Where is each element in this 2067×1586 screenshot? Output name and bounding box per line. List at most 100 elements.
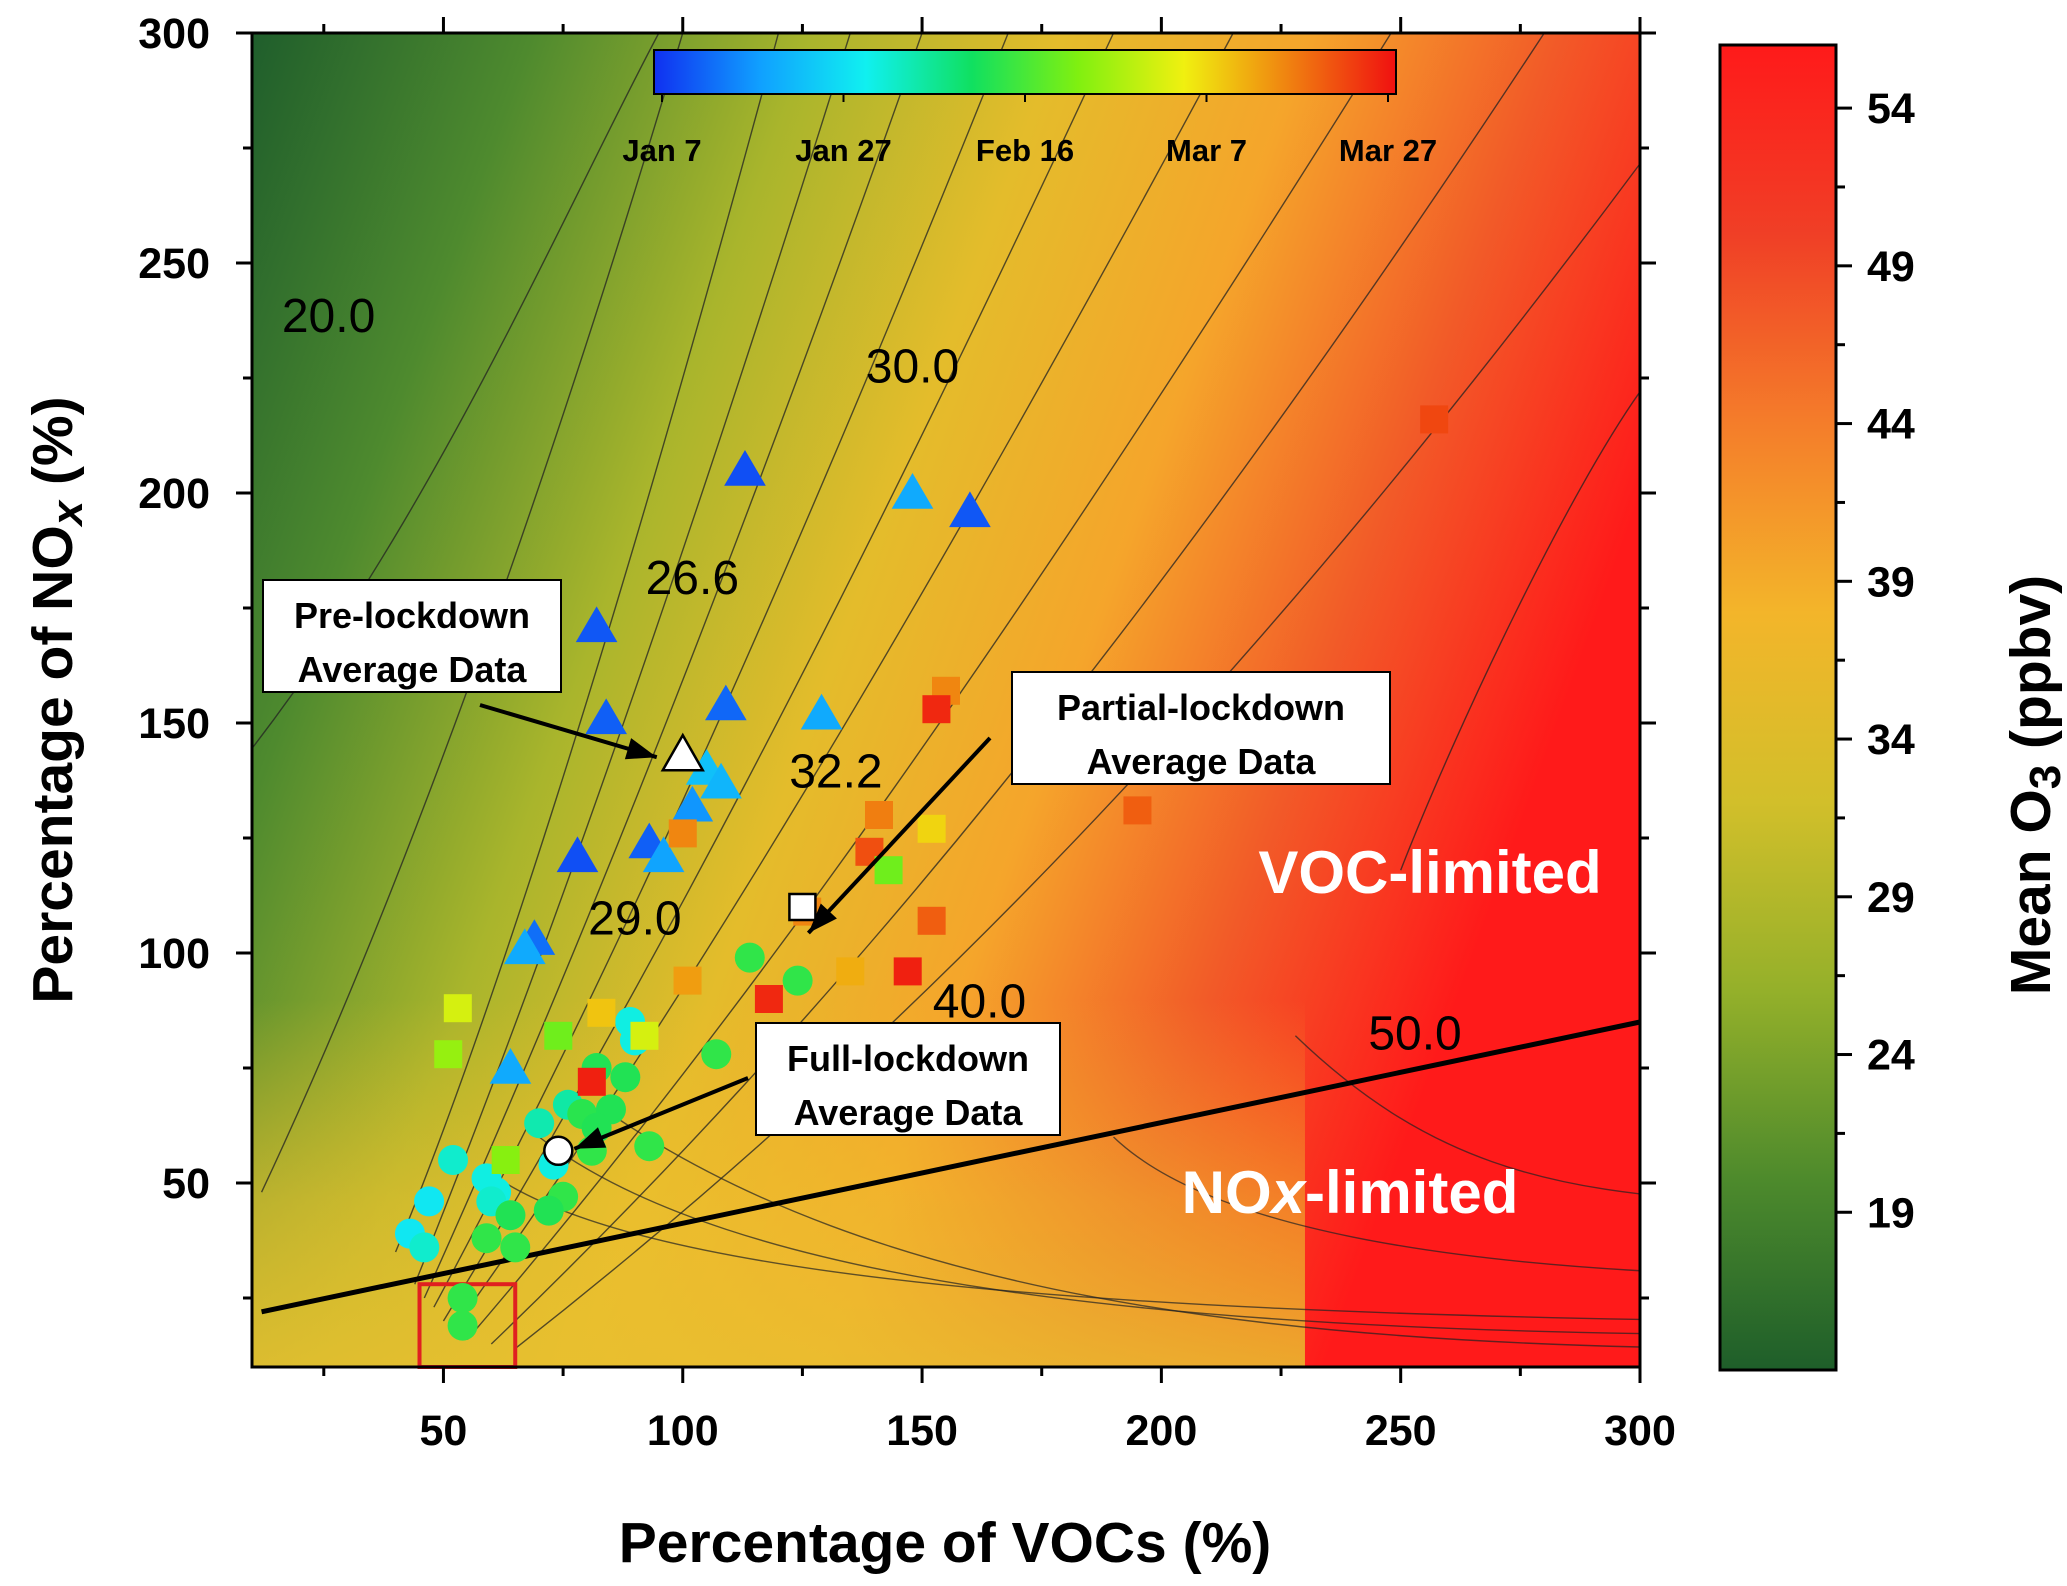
- x-tick-label: 200: [1126, 1407, 1198, 1455]
- contour-label: 20.0: [282, 290, 375, 343]
- data-point-square: [922, 695, 951, 724]
- colorbar-tick-label: 44: [1867, 401, 1915, 449]
- data-point-circle: [533, 1195, 564, 1226]
- annotation-box: [1011, 671, 1391, 785]
- axes: 50 100 150 200 250 300 50 100 150 200 250 300: [138, 10, 1676, 1455]
- colorbar-title: Mean O3 (ppbv): [1999, 575, 2067, 995]
- colorbar-tick-label: 49: [1867, 243, 1915, 291]
- annotation-text: Partial-lockdown: [1057, 687, 1345, 728]
- colorbar-tick-label: 24: [1867, 1032, 1915, 1080]
- contour-line: [1400, 391, 1640, 871]
- data-point-square: [443, 994, 472, 1023]
- annotation-arrowhead: [624, 738, 657, 760]
- scatter-points: [394, 405, 1449, 1341]
- data-point-triangle: [700, 762, 742, 799]
- y-tick-label: 300: [138, 10, 210, 58]
- data-point-triangle: [891, 473, 934, 509]
- data-point-circle: [634, 1131, 665, 1162]
- data-point-square: [1123, 796, 1152, 825]
- colorbar-tick-label: 54: [1867, 85, 1915, 133]
- plot-frame: [250, 31, 1642, 1369]
- data-point-triangle: [800, 693, 843, 730]
- data-point-triangle: [724, 450, 766, 486]
- contour-line: [252, 33, 660, 750]
- data-point-square: [917, 814, 946, 843]
- data-point-square: [544, 1021, 573, 1050]
- contour-label: 29.0: [588, 893, 681, 946]
- contour-label: 40.0: [933, 975, 1026, 1028]
- contour-label: 26.6: [646, 552, 739, 605]
- annotations: Pre-lockdown Average Data Partial-lockdown…: [262, 579, 1391, 1151]
- data-point-square: [893, 957, 922, 986]
- data-point-square: [874, 856, 903, 885]
- data-point-triangle: [503, 928, 546, 965]
- annotation-text: Full-lockdown: [787, 1038, 1029, 1079]
- data-point-circle: [409, 1232, 440, 1263]
- data-point-circle: [782, 965, 813, 996]
- time-colorbar: Jan 7 Jan 27 Feb 16 Mar 7 Mar 27: [622, 49, 1437, 168]
- annotation-text: Pre-lockdown: [294, 595, 530, 636]
- o3-colorbar-bar: [1718, 43, 1838, 1372]
- data-point-square: [668, 819, 697, 848]
- x-tick-label: 50: [420, 1407, 468, 1455]
- contour-label: 32.2: [789, 745, 882, 798]
- o3-colorbar: 19 24 29 34 39 44 49 54: [1718, 43, 1915, 1372]
- average-point-triangle: [660, 732, 705, 772]
- data-point-triangle: [705, 684, 747, 721]
- x-tick-label: 100: [647, 1407, 719, 1455]
- colorbar-tick-label: 34: [1867, 716, 1915, 764]
- ridge-line: [261, 1019, 1641, 1315]
- data-point-circle: [610, 1062, 641, 1093]
- data-point-circle: [471, 1223, 502, 1254]
- average-point-square: [788, 892, 817, 922]
- region-labels: VOC-limited NOx-limited: [1182, 839, 1602, 1226]
- data-point-square: [673, 966, 702, 995]
- data-point-circle: [438, 1145, 469, 1175]
- data-point-triangle: [949, 491, 991, 528]
- annotation-arrowhead: [574, 1127, 607, 1149]
- time-colorbar-label: Jan 7: [622, 133, 701, 168]
- data-point-circle: [734, 942, 765, 973]
- contour-line: [490, 1173, 1640, 1321]
- voc-limited-label: VOC-limited: [1258, 839, 1601, 906]
- time-colorbar-label: Mar 27: [1339, 133, 1437, 168]
- y-tick-label: 200: [138, 470, 210, 518]
- contour-line: [514, 162, 1640, 1350]
- data-point-triangle: [642, 836, 685, 873]
- data-point-triangle: [556, 836, 599, 873]
- contour-label: 50.0: [1368, 1008, 1461, 1061]
- annotation-text: Average Data: [1087, 741, 1317, 782]
- data-point-circle: [701, 1039, 732, 1070]
- contour-line: [1113, 1136, 1640, 1272]
- data-point-triangle: [585, 698, 627, 735]
- annotation-text: Average Data: [298, 649, 528, 690]
- annotation-arrow: [573, 1076, 749, 1151]
- contour-line: [442, 33, 1115, 1322]
- data-point-square: [917, 906, 946, 935]
- data-point-square: [754, 985, 783, 1013]
- data-point-square: [864, 801, 893, 829]
- time-colorbar-bar: [653, 49, 1397, 95]
- data-point-circle: [495, 1200, 526, 1231]
- data-point-circle: [524, 1108, 555, 1139]
- y-axis-title: Percentage of NOx (%): [21, 396, 92, 1003]
- data-point-square: [836, 957, 865, 986]
- contour-line: [394, 33, 780, 1253]
- nox-limited-label: NOx-limited: [1182, 1159, 1519, 1226]
- colorbar-tick-label: 19: [1867, 1189, 1915, 1237]
- annotation-arrowhead: [808, 903, 837, 933]
- contour-line: [466, 33, 1392, 1340]
- x-tick-label: 300: [1604, 1407, 1676, 1455]
- data-point-square: [577, 1067, 606, 1096]
- data-point-triangle: [575, 606, 618, 643]
- x-tick-label: 250: [1365, 1407, 1437, 1455]
- contour-labels: 20.0 26.6 30.0 32.2 29.0 40.0 50.0: [282, 290, 1462, 1061]
- contour-line: [490, 33, 1545, 1345]
- colorbar-tick-label: 29: [1867, 874, 1915, 922]
- data-point-square: [630, 1021, 659, 1050]
- average-point-circle: [543, 1135, 574, 1167]
- time-colorbar-label: Feb 16: [976, 133, 1074, 168]
- y-tick-label: 150: [138, 700, 210, 748]
- colorbar-tick-label: 39: [1867, 558, 1915, 606]
